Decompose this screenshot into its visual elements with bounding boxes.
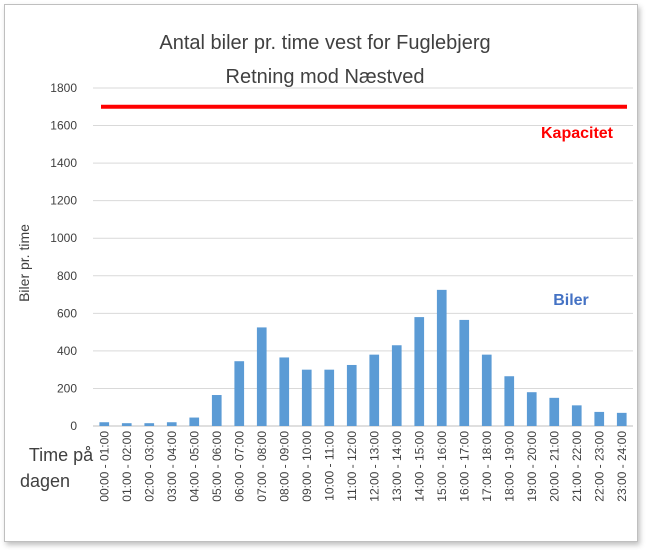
- x-tick-label: 22:00 - 23:00: [592, 431, 606, 502]
- x-tick-label: 10:00 - 11:00: [322, 431, 336, 501]
- x-axis-title-line-2: dagen: [20, 471, 70, 491]
- x-tick-label: 02:00 - 03:00: [142, 431, 156, 502]
- x-tick-label: 13:00 - 14:00: [390, 431, 404, 502]
- x-tick-label: 15:00 - 16:00: [435, 431, 449, 502]
- x-tick-label: 11:00 - 12:00: [345, 431, 359, 501]
- y-tick-label: 1600: [50, 119, 77, 133]
- y-tick-label: 0: [70, 419, 77, 433]
- bar: [459, 319, 470, 426]
- bar: [504, 376, 515, 426]
- x-tick-label: 21:00 - 22:00: [570, 431, 584, 502]
- bar: [549, 397, 560, 426]
- bar: [121, 423, 132, 426]
- x-tick-label: 03:00 - 04:00: [165, 431, 179, 502]
- chart-subtitle: Retning mod Næstved: [226, 66, 425, 88]
- y-tick-label: 1800: [50, 81, 77, 95]
- bar: [414, 317, 425, 426]
- x-tick-label: 07:00 - 08:00: [255, 431, 269, 502]
- bar: [301, 369, 312, 426]
- bar: [144, 423, 155, 426]
- y-tick-label: 1000: [50, 231, 77, 245]
- bar: [256, 327, 267, 426]
- x-tick-label: 08:00 - 09:00: [277, 431, 291, 502]
- bars: [99, 289, 627, 426]
- x-tick-label: 20:00 - 21:00: [547, 431, 561, 502]
- bar: [279, 357, 290, 426]
- x-axis-title-line-1: Time på: [29, 445, 94, 465]
- bar: [616, 412, 627, 426]
- x-tick-label: 16:00 - 17:00: [457, 431, 471, 502]
- y-tick-label: 1200: [50, 194, 77, 208]
- capacity-label: Kapacitet: [541, 125, 614, 142]
- bar: [346, 364, 357, 426]
- bar: [99, 422, 110, 426]
- gridlines: [93, 87, 633, 427]
- chart-frame: Antal biler pr. time vest for Fuglebjerg…: [4, 4, 638, 542]
- x-tick-label: 23:00 - 24:00: [615, 431, 629, 502]
- bar: [166, 422, 177, 426]
- bar: [571, 405, 582, 426]
- x-tick-label: 18:00 - 19:00: [502, 431, 516, 502]
- y-tick-label: 400: [57, 344, 77, 358]
- x-axis-ticks: 00:00 - 01:00 01:00 - 02:00 02:00 - 03:00 0…: [97, 431, 629, 502]
- bar: [436, 289, 447, 426]
- y-tick-label: 1400: [50, 156, 77, 170]
- bar: [189, 417, 200, 426]
- y-axis-title: Biler pr. time: [16, 224, 32, 302]
- bar: [594, 411, 605, 426]
- bar: [211, 395, 222, 426]
- x-tick-label: 14:00 - 15:00: [412, 431, 426, 502]
- x-tick-label: 04:00 - 05:00: [187, 431, 201, 502]
- bar: [526, 392, 537, 426]
- x-tick-label: 06:00 - 07:00: [232, 431, 246, 502]
- chart-title: Antal biler pr. time vest for Fuglebjerg: [159, 32, 490, 54]
- y-axis-ticks: 0 200 400 600 800 1000 1200 1400 1600 1800: [50, 81, 77, 433]
- y-tick-label: 200: [57, 381, 77, 395]
- x-tick-label: 09:00 - 10:00: [300, 431, 314, 502]
- y-tick-label: 600: [57, 306, 77, 320]
- x-tick-label: 12:00 - 13:00: [367, 431, 381, 502]
- x-tick-label: 05:00 - 06:00: [210, 431, 224, 502]
- x-tick-label: 01:00 - 02:00: [120, 431, 134, 502]
- bar-chart: Antal biler pr. time vest for Fuglebjerg…: [16, 32, 633, 502]
- bar: [481, 354, 492, 426]
- x-tick-label: 17:00 - 18:00: [480, 431, 494, 502]
- x-tick-label: 19:00 - 20:00: [525, 431, 539, 502]
- y-tick-label: 800: [57, 269, 77, 283]
- bar: [391, 345, 402, 426]
- series-label: Biler: [553, 292, 589, 309]
- bar: [324, 369, 335, 426]
- bar: [234, 361, 245, 426]
- bar: [369, 354, 380, 426]
- x-tick-label: 00:00 - 01:00: [97, 431, 111, 502]
